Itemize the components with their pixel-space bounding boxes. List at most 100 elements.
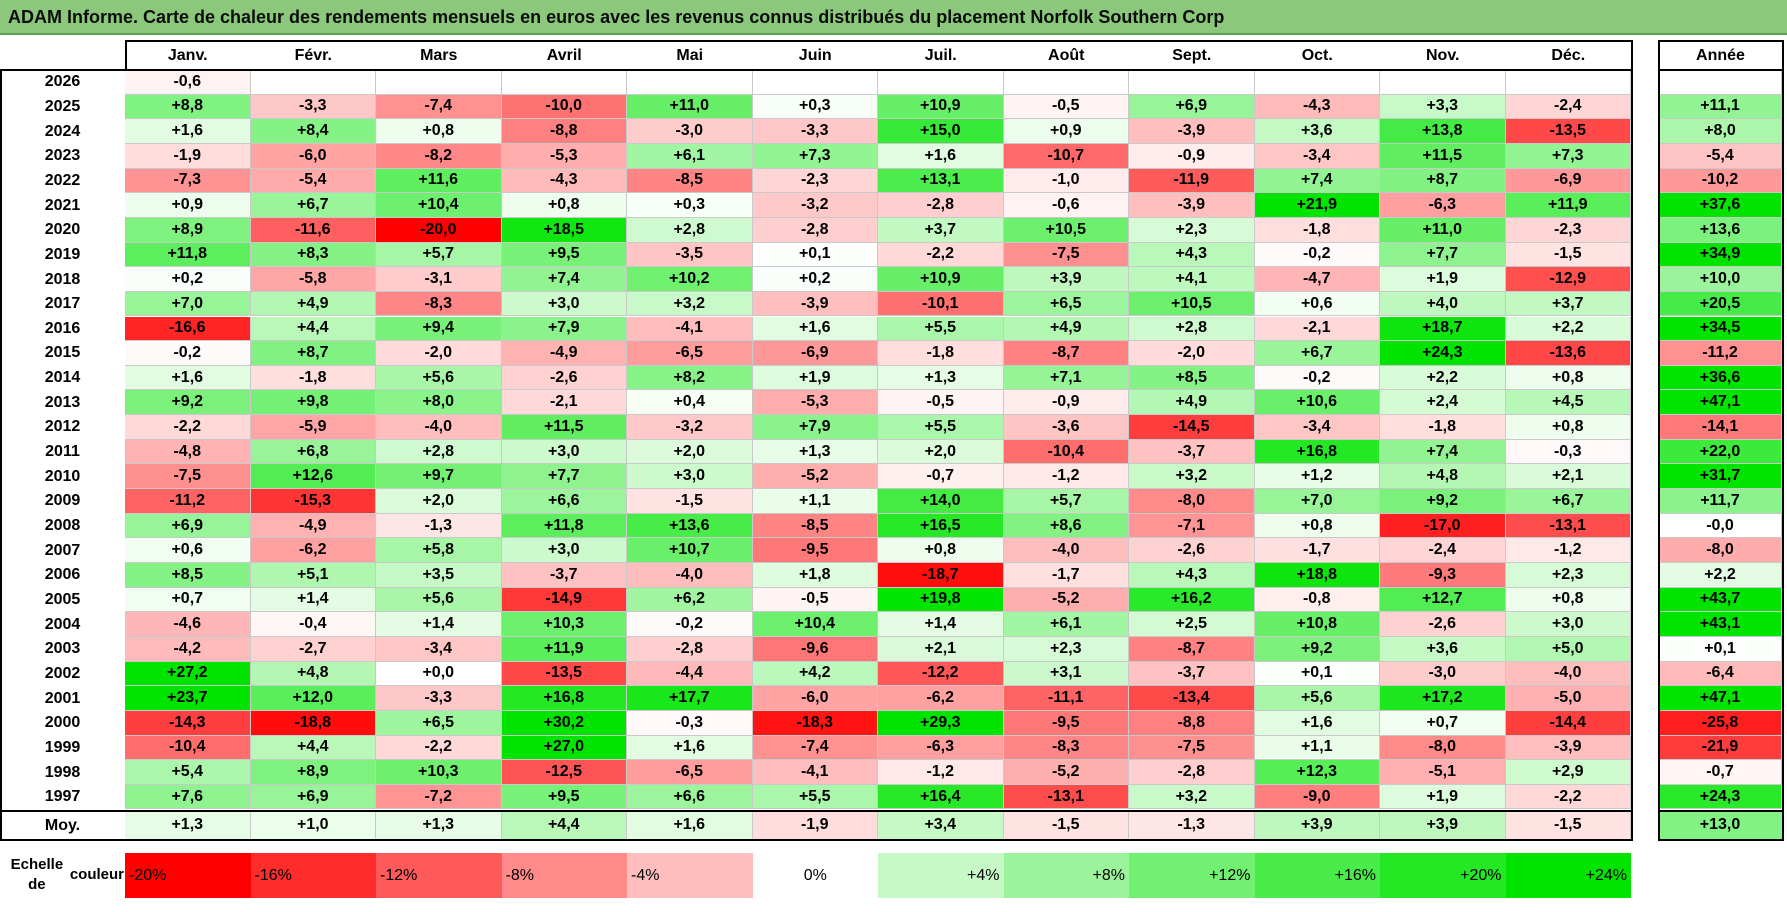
color-scale-label-line2: couleur (69, 866, 124, 883)
heatmap-cell: +4,8 (1380, 464, 1506, 490)
year-label: 2008 (44, 517, 81, 534)
average-cell: -1,3 (1129, 811, 1255, 840)
average-cell: +1,3 (376, 811, 502, 840)
annual-cell: +10,0 (1659, 267, 1782, 292)
year-label: 2023 (44, 147, 81, 165)
heatmap-cell: -3,3 (250, 94, 376, 120)
heatmap-cell: -5,0 (1505, 686, 1631, 711)
heatmap-cell: +5,5 (878, 415, 1004, 440)
heatmap-cell: -7,5 (1003, 242, 1129, 268)
heatmap-cell: -3,0 (627, 119, 753, 144)
heatmap-cell: +10,6 (1254, 390, 1380, 416)
heatmap-cell: -1,8 (1254, 217, 1380, 243)
heatmap-cell: +8,6 (1003, 513, 1129, 539)
heatmap-cell: +2,3 (1003, 636, 1129, 662)
heatmap-cell: -12,2 (878, 661, 1004, 687)
heatmap-cell: -12,9 (1505, 267, 1631, 292)
heatmap-cell: -4,0 (1003, 538, 1129, 563)
heatmap-cell: +1,9 (1380, 784, 1506, 810)
heatmap-cell: -13,1 (1505, 513, 1631, 539)
heatmap-cell: +10,9 (878, 267, 1004, 292)
heatmap-cell: +7,9 (501, 316, 627, 342)
heatmap-cell: +4,3 (1129, 563, 1255, 588)
heatmap-cell: +3,0 (627, 464, 753, 490)
heatmap-cell: +24,3 (1380, 341, 1506, 366)
heatmap-cell: +5,0 (1505, 636, 1631, 662)
heatmap-cell: +10,7 (627, 538, 753, 563)
heatmap-cell: -0,5 (1003, 94, 1129, 120)
heatmap-cell: -3,4 (1254, 143, 1380, 169)
heatmap-cell: +1,9 (752, 365, 878, 391)
heatmap-cell: +12,6 (250, 464, 376, 490)
heatmap-cell: -2,7 (250, 636, 376, 662)
heatmap-cell: +2,2 (1505, 316, 1631, 342)
average-cell: -1,5 (1003, 811, 1129, 840)
year-label: 2010 (44, 467, 81, 485)
heatmap-cell: +0,6 (1254, 291, 1380, 317)
heatmap-cell: -18,3 (752, 710, 878, 736)
heatmap-cell: +4,5 (1505, 390, 1631, 416)
annual-cell: +8,0 (1659, 119, 1782, 144)
heatmap-cell: -1,8 (250, 365, 376, 391)
heatmap-cell (752, 70, 878, 95)
annual-cell: +31,7 (1659, 464, 1782, 490)
heatmap-cell: -7,4 (376, 94, 502, 120)
average-cell: +1,3 (125, 811, 251, 840)
heatmap-cell: +2,0 (878, 439, 1004, 465)
heatmap-cell: +6,9 (250, 784, 376, 810)
heatmap-cell: -6,3 (878, 735, 1004, 761)
heatmap-cell: -2,8 (878, 193, 1004, 218)
heatmap-cell: +2,0 (627, 439, 753, 465)
annual-cell: -10,2 (1659, 168, 1782, 194)
annual-average-cell: +13,0 (1659, 811, 1782, 840)
heatmap-cell: -2,0 (376, 341, 502, 366)
heatmap-cell: +3,0 (501, 291, 627, 317)
heatmap-cell: +7,7 (1380, 242, 1506, 268)
heatmap-cell: -4,2 (125, 636, 251, 662)
heatmap-cell: -12,5 (501, 760, 627, 785)
heatmap-cell: -1,5 (1505, 242, 1631, 268)
heatmap-cell: +0,8 (878, 538, 1004, 563)
heatmap-cell: +11,9 (501, 636, 627, 662)
heatmap-cell: +2,3 (1505, 563, 1631, 588)
heatmap-cell: +12,7 (1380, 587, 1506, 613)
heatmap-cell: -2,4 (1380, 538, 1506, 563)
heatmap-cell: -5,1 (1380, 760, 1506, 785)
heatmap-cell: +4,1 (1129, 267, 1255, 292)
heatmap-cell: +3,6 (1380, 636, 1506, 662)
heatmap-cell: +16,8 (501, 686, 627, 711)
heatmap-cell: +5,6 (376, 365, 502, 391)
heatmap-cell: -0,9 (1003, 390, 1129, 416)
heatmap-cell: -13,6 (1505, 341, 1631, 366)
annual-cell: +13,6 (1659, 217, 1782, 243)
annual-cell: -8,0 (1659, 538, 1782, 563)
year-label: 2000 (44, 714, 81, 732)
heatmap-cell: +2,4 (1380, 390, 1506, 416)
annual-cell: +34,5 (1659, 316, 1782, 342)
heatmap-cell: +4,4 (250, 316, 376, 342)
heatmap-cell: -6,0 (752, 686, 878, 711)
heatmap-cell: +30,2 (501, 710, 627, 736)
heatmap-cell (1003, 70, 1129, 95)
heatmap-cell: -2,2 (376, 735, 502, 761)
heatmap-cell: +0,1 (752, 242, 878, 268)
heatmap-cell: -3,4 (1254, 415, 1380, 440)
heatmap-cell: +12,3 (1254, 760, 1380, 785)
heatmap-cell: +6,7 (1254, 341, 1380, 366)
heatmap-cell: +0,6 (125, 538, 251, 563)
heatmap-cell: -3,3 (376, 686, 502, 711)
year-label: 1999 (44, 738, 81, 756)
heatmap-cell: -1,7 (1003, 563, 1129, 588)
heatmap-cell: +1,4 (878, 612, 1004, 637)
heatmap-cell: +2,8 (1129, 316, 1255, 342)
heatmap-cell: +27,2 (125, 661, 251, 687)
heatmap-cell: +9,2 (1254, 636, 1380, 662)
heatmap-cell: +7,4 (501, 267, 627, 292)
heatmap-cell: +3,0 (1505, 612, 1631, 637)
heatmap-cell: -0,5 (878, 390, 1004, 416)
heatmap-cell: +10,3 (376, 760, 502, 785)
heatmap-cell: +7,4 (1380, 439, 1506, 465)
heatmap-cell: +17,7 (627, 686, 753, 711)
heatmap-cell: +1,8 (752, 563, 878, 588)
heatmap-cell: +1,1 (752, 489, 878, 514)
